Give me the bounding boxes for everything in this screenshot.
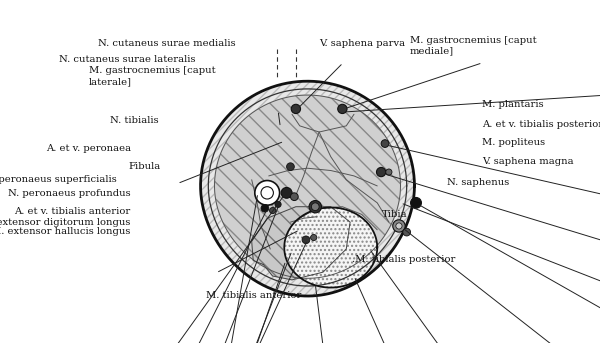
Text: Tibia: Tibia [382,210,407,218]
Text: M. extensor digitorum longus: M. extensor digitorum longus [0,217,131,227]
Text: N. cutaneus surae lateralis: N. cutaneus surae lateralis [59,55,196,63]
Text: M. gastrocnemius [caput
laterale]: M. gastrocnemius [caput laterale] [89,66,215,86]
Circle shape [338,104,347,114]
Circle shape [309,201,322,213]
Circle shape [261,187,274,199]
Circle shape [311,234,317,240]
Circle shape [291,104,301,114]
Circle shape [311,203,319,211]
Text: M. extensor hallucis longus: M. extensor hallucis longus [0,227,131,236]
Circle shape [403,228,410,236]
Text: A. et v. peronaea: A. et v. peronaea [46,144,131,153]
Text: M. plantaris: M. plantaris [482,100,544,109]
Text: M. gastrocnemius [caput
mediale]: M. gastrocnemius [caput mediale] [410,36,536,56]
Circle shape [275,201,281,208]
Circle shape [381,140,389,147]
Circle shape [376,167,386,177]
Polygon shape [252,207,350,280]
Text: V. saphena magna: V. saphena magna [482,157,574,166]
Polygon shape [200,81,415,296]
Text: M. popliteus: M. popliteus [482,138,545,147]
Circle shape [269,208,276,214]
Text: A. et v. tibialis posterior: A. et v. tibialis posterior [482,120,600,129]
Circle shape [396,223,402,229]
Text: V. saphena parva: V. saphena parva [319,39,405,48]
Polygon shape [284,208,377,287]
Text: N. saphenus: N. saphenus [447,178,509,187]
Circle shape [410,198,421,208]
Text: Fibula: Fibula [129,162,161,171]
Circle shape [281,188,292,198]
Circle shape [287,163,295,170]
Circle shape [393,220,405,232]
Circle shape [261,204,269,212]
Circle shape [302,236,310,244]
Text: N. tibialis: N. tibialis [110,116,158,125]
Circle shape [290,193,298,201]
Text: N. peronaeus superficialis: N. peronaeus superficialis [0,175,117,184]
Circle shape [255,180,280,205]
Circle shape [386,169,392,175]
Text: M. tibialis anterior: M. tibialis anterior [206,291,302,300]
Polygon shape [215,95,401,278]
Text: N. peronaeus profundus: N. peronaeus profundus [8,189,131,198]
Text: N. cutaneus surae medialis: N. cutaneus surae medialis [98,39,235,48]
Text: .M. tibialis posterior: .M. tibialis posterior [352,255,455,263]
Text: A. et v. tibialis anterior: A. et v. tibialis anterior [14,207,131,216]
